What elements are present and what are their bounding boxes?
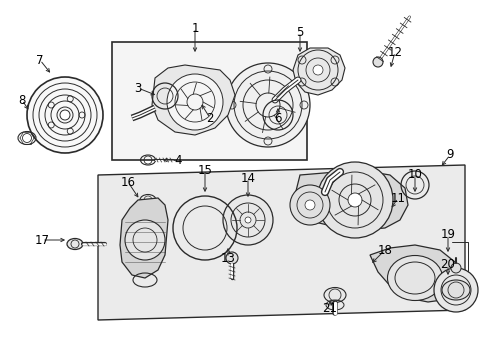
Text: 18: 18 (378, 243, 392, 256)
Text: 17: 17 (34, 234, 49, 247)
Circle shape (27, 77, 103, 153)
Polygon shape (152, 65, 235, 135)
Text: 3: 3 (134, 81, 142, 94)
Circle shape (313, 65, 323, 75)
Text: 19: 19 (441, 229, 456, 242)
Circle shape (125, 220, 165, 260)
Ellipse shape (442, 280, 470, 300)
Polygon shape (98, 165, 465, 320)
Polygon shape (370, 245, 458, 302)
Text: 7: 7 (36, 54, 44, 67)
Text: 5: 5 (296, 26, 304, 39)
Text: 9: 9 (446, 148, 454, 162)
Text: 15: 15 (197, 163, 213, 176)
Text: 1: 1 (191, 22, 199, 35)
Ellipse shape (324, 288, 346, 302)
Ellipse shape (67, 238, 83, 249)
Circle shape (451, 263, 461, 273)
Text: 12: 12 (388, 45, 402, 58)
Text: 2: 2 (206, 112, 214, 125)
Text: 16: 16 (121, 175, 136, 189)
Circle shape (290, 185, 330, 225)
Text: 13: 13 (220, 252, 235, 265)
Circle shape (305, 200, 315, 210)
Text: 10: 10 (408, 168, 422, 181)
Polygon shape (295, 170, 408, 230)
Text: 4: 4 (174, 153, 182, 166)
Text: 14: 14 (241, 171, 255, 184)
Circle shape (317, 162, 393, 238)
Circle shape (226, 63, 310, 147)
Text: 20: 20 (441, 258, 455, 271)
Bar (112, 42, 307, 160)
Text: 8: 8 (18, 94, 25, 107)
Text: 11: 11 (391, 192, 406, 204)
Text: 21: 21 (322, 302, 338, 315)
Circle shape (373, 57, 383, 67)
Polygon shape (120, 198, 168, 278)
Circle shape (245, 217, 251, 223)
Circle shape (226, 252, 238, 264)
Ellipse shape (388, 256, 442, 301)
Circle shape (223, 195, 273, 245)
Circle shape (167, 74, 223, 130)
Circle shape (348, 193, 362, 207)
Text: 6: 6 (274, 112, 282, 125)
Circle shape (60, 110, 70, 120)
Polygon shape (293, 48, 345, 95)
Circle shape (434, 268, 478, 312)
